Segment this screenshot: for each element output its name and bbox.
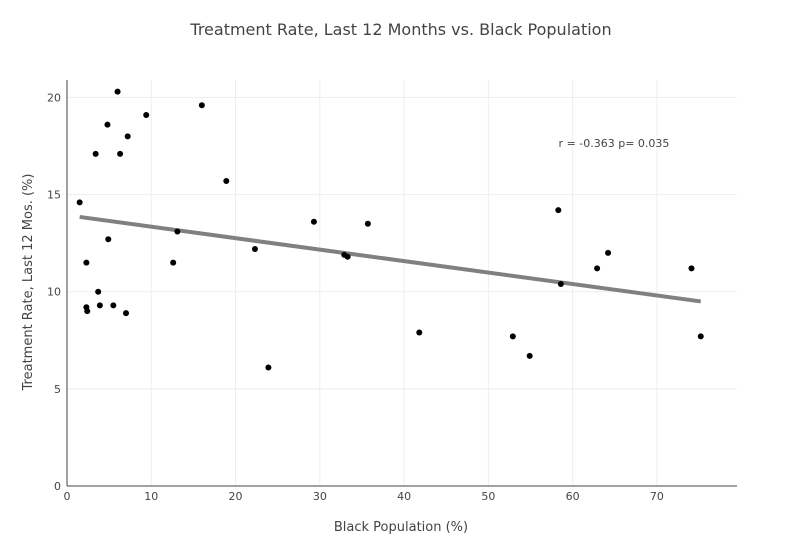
trendline-group: [79, 214, 702, 304]
data-point: [251, 246, 258, 253]
y-tick-label: 0: [54, 480, 61, 493]
data-point: [198, 102, 205, 109]
y-axis-title: Treatment Rate, Last 12 Mos. (%): [21, 174, 36, 392]
data-point: [509, 333, 516, 340]
data-point: [117, 150, 124, 157]
x-tick-label: 60: [566, 490, 580, 503]
data-point: [605, 249, 612, 256]
data-points: [76, 88, 704, 371]
data-point: [76, 199, 83, 206]
axes: [66, 80, 737, 487]
x-tick-label: 50: [481, 490, 495, 503]
x-tick-label: 20: [229, 490, 243, 503]
x-tick-label: 0: [64, 490, 71, 503]
x-tick-label: 10: [144, 490, 158, 503]
data-point: [594, 265, 601, 272]
data-point: [697, 333, 704, 340]
data-point: [344, 253, 351, 260]
data-point: [265, 364, 272, 371]
y-tick-label: 15: [47, 189, 61, 202]
y-tick-label: 10: [47, 286, 61, 299]
y-tick-label: 5: [54, 383, 61, 396]
data-point: [84, 308, 91, 315]
x-tick-label: 30: [313, 490, 327, 503]
data-point: [105, 236, 112, 243]
data-point: [555, 207, 562, 214]
data-point: [688, 265, 695, 272]
data-point: [104, 121, 111, 128]
data-point: [95, 288, 102, 295]
trendline: [79, 214, 702, 304]
data-point: [96, 302, 103, 309]
data-point: [143, 111, 150, 118]
chart-title: Treatment Rate, Last 12 Months vs. Black…: [189, 20, 611, 39]
data-point: [83, 259, 90, 266]
data-point: [170, 259, 177, 266]
x-tick-label: 40: [397, 490, 411, 503]
data-point: [110, 302, 117, 309]
data-point: [364, 220, 371, 227]
data-point: [223, 178, 230, 185]
data-point: [416, 329, 423, 336]
data-point: [174, 228, 181, 235]
data-point: [310, 218, 317, 225]
data-point: [114, 88, 121, 95]
x-tick-label: 70: [650, 490, 664, 503]
tick-labels: 0 10 20 30 40 50 60 70 0 5 10 15 20: [47, 91, 664, 503]
data-point: [526, 352, 533, 359]
data-point: [92, 150, 99, 157]
data-point: [124, 133, 131, 140]
x-axis-title: Black Population (%): [334, 520, 468, 535]
y-tick-label: 20: [47, 91, 61, 104]
annotation-correlation: r = -0.363 p= 0.035: [559, 137, 670, 150]
data-point: [122, 310, 129, 317]
data-point: [557, 280, 564, 287]
